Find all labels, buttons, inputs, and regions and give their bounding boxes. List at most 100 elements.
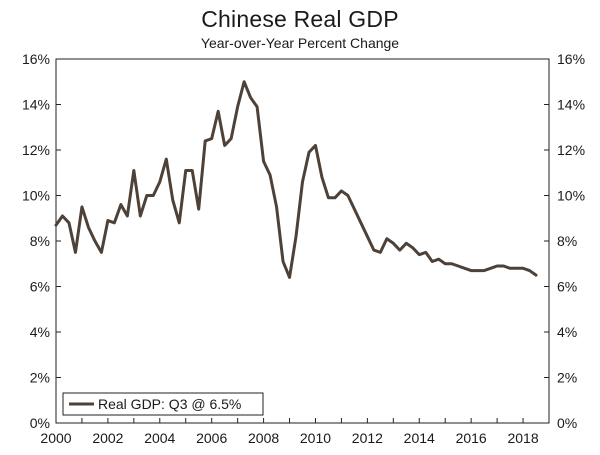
y-tick-label-right: 4% [557, 324, 577, 340]
legend-box [62, 392, 264, 416]
y-tick-label-right: 14% [557, 97, 585, 113]
data-point [333, 196, 336, 199]
data-point [67, 221, 70, 224]
data-point [269, 174, 272, 177]
y-tick-label-right: 12% [557, 142, 585, 158]
data-point [301, 180, 304, 183]
x-tick-label: 2002 [92, 430, 123, 446]
data-point [450, 262, 453, 265]
data-point [295, 235, 298, 238]
data-point [55, 224, 58, 227]
y-tick-label-left: 8% [30, 233, 50, 249]
y-tick-label-right: 2% [557, 370, 577, 386]
series-line-real-gdp [54, 80, 538, 279]
x-tick-label: 2018 [507, 430, 538, 446]
data-point [489, 267, 492, 270]
data-point [496, 265, 499, 268]
data-point [431, 260, 434, 263]
y-tick-label-left: 0% [30, 415, 50, 431]
data-point [210, 137, 213, 140]
x-tick-label: 2010 [300, 430, 331, 446]
data-point [385, 237, 388, 240]
y-tick-label-right: 8% [557, 233, 577, 249]
data-point [535, 274, 538, 277]
data-point [509, 267, 512, 270]
y-tick-label-right: 16% [557, 51, 585, 67]
data-point [119, 203, 122, 206]
y-tick-label-left: 10% [22, 188, 50, 204]
y-tick-label-left: 16% [22, 51, 50, 67]
data-point [184, 169, 187, 172]
x-tick-label: 2014 [404, 430, 435, 446]
data-point [145, 194, 148, 197]
data-point [243, 80, 246, 83]
data-point [502, 265, 505, 268]
data-point [418, 253, 421, 256]
data-point [191, 169, 194, 172]
data-point [106, 219, 109, 222]
x-tick-label: 2016 [456, 430, 487, 446]
data-point [87, 226, 90, 229]
data-point [515, 267, 518, 270]
x-tick-label: 2008 [248, 430, 279, 446]
data-point [424, 251, 427, 254]
chart-subtitle: Year-over-Year Percent Change [200, 35, 400, 51]
data-point [223, 144, 226, 147]
data-point [476, 269, 479, 272]
legend-label: Real GDP: Q3 @ 6.5% [98, 396, 241, 412]
y-tick-label-right: 10% [557, 188, 585, 204]
data-point [262, 160, 265, 163]
data-point [528, 269, 531, 272]
data-point [61, 214, 64, 217]
x-tick-label: 2004 [144, 430, 175, 446]
data-point [444, 262, 447, 265]
x-tick-label: 2006 [196, 430, 227, 446]
data-point [327, 196, 330, 199]
data-point [178, 221, 181, 224]
data-point [463, 267, 466, 270]
data-point [320, 176, 323, 179]
axis-tick-labels: 0% 0% 2% 2% 4% 4% 6% 6% 8% 8% 10% 10% 12% 12% 14% 14% 16… [22, 51, 585, 446]
data-point [392, 242, 395, 245]
data-point [346, 194, 349, 197]
series-group [54, 80, 538, 279]
data-point [249, 96, 252, 99]
y-tick-label-left: 6% [30, 279, 50, 295]
data-point [74, 251, 77, 254]
data-point [457, 265, 460, 268]
data-point [132, 169, 135, 172]
plot-area-frame [55, 58, 550, 424]
x-tick-label: 2012 [352, 430, 383, 446]
data-point [314, 144, 317, 147]
y-tick-label-right: 0% [557, 415, 577, 431]
data-point [353, 208, 356, 211]
data-point [139, 214, 142, 217]
data-point [204, 139, 207, 142]
data-point [522, 267, 525, 270]
data-point [307, 151, 310, 154]
data-point [366, 235, 369, 238]
data-point [236, 105, 239, 108]
data-point [256, 105, 259, 108]
data-point [171, 199, 174, 202]
data-point [230, 137, 233, 140]
y-tick-label-left: 4% [30, 324, 50, 340]
data-point [152, 194, 155, 197]
legend: Real GDP: Q3 @ 6.5% [62, 392, 264, 416]
data-point [437, 258, 440, 261]
y-tick-label-left: 2% [30, 370, 50, 386]
data-point [282, 260, 285, 263]
data-point [217, 110, 220, 113]
data-point [197, 208, 200, 211]
data-point [288, 276, 291, 279]
y-tick-label-left: 12% [22, 142, 50, 158]
chart-title: Chinese Real GDP [201, 6, 399, 32]
data-point [379, 251, 382, 254]
data-point [411, 246, 414, 249]
data-point [470, 269, 473, 272]
data-point [483, 269, 486, 272]
data-point [275, 205, 278, 208]
data-point [100, 251, 103, 254]
x-tick-label: 2000 [40, 430, 71, 446]
